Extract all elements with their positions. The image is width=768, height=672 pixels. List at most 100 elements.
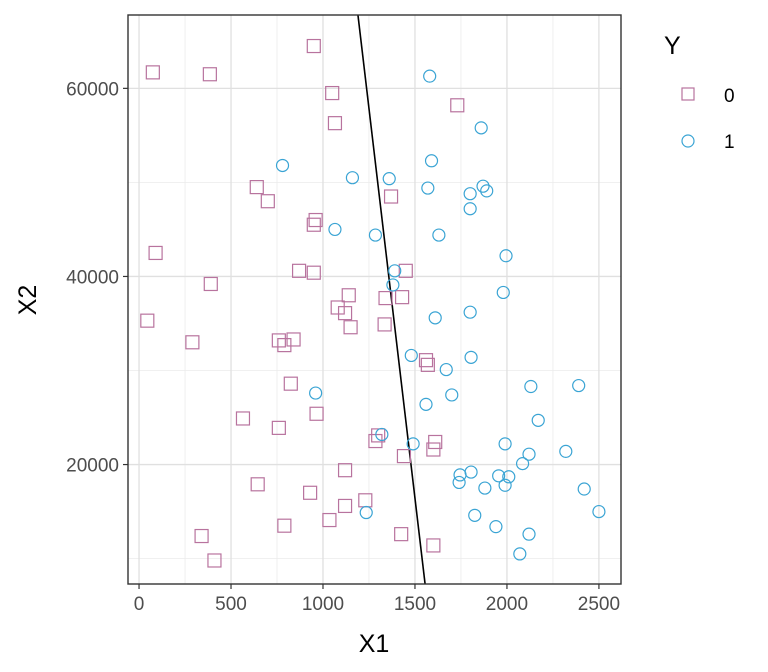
legend-entry-0: 0	[681, 86, 735, 107]
point-square	[383, 189, 399, 204]
x-tick-label: 0	[134, 594, 145, 615]
point-square	[185, 335, 200, 350]
legend-label-1: 1	[724, 132, 735, 153]
point-circle	[476, 179, 490, 193]
point-square	[394, 290, 410, 305]
point-square	[450, 98, 465, 113]
point-circle	[424, 154, 439, 168]
x-axis-title: X1	[359, 630, 390, 658]
point-circle	[452, 475, 466, 490]
point-circle	[499, 249, 513, 263]
point-square	[377, 317, 392, 332]
point-square	[426, 442, 441, 457]
point-circle	[328, 222, 342, 237]
point-circle	[432, 228, 446, 242]
point-square	[306, 38, 321, 54]
point-circle	[559, 444, 573, 458]
point-square	[277, 338, 292, 353]
legend: Y 0 1	[664, 32, 735, 153]
point-square	[420, 357, 435, 372]
point-square	[337, 463, 353, 478]
y-tick-label: 60000	[66, 79, 119, 100]
grid	[128, 15, 621, 584]
point-square	[398, 263, 413, 278]
point-square	[306, 265, 321, 280]
point-circle	[524, 379, 538, 394]
legend-key-circle	[681, 134, 695, 148]
point-circle	[421, 181, 435, 195]
point-circle	[445, 388, 459, 402]
point-square	[291, 263, 307, 278]
x-tick-label: 1500	[394, 594, 436, 615]
point-circle	[368, 228, 383, 242]
point-circle	[388, 264, 402, 278]
x-tick-label: 2500	[578, 594, 620, 615]
point-circle	[489, 520, 503, 534]
point-square	[371, 428, 386, 443]
point-square	[271, 420, 286, 435]
y-tick-label: 20000	[66, 456, 119, 477]
point-circle	[515, 457, 530, 471]
point-square	[202, 67, 217, 82]
point-circle	[498, 478, 512, 492]
point-circle	[513, 547, 527, 561]
point-circle	[522, 447, 536, 461]
point-circle	[522, 527, 536, 541]
point-circle	[439, 362, 453, 377]
point-square	[271, 333, 286, 348]
point-square	[396, 448, 412, 464]
point-circle	[386, 278, 400, 292]
point-square	[358, 493, 373, 508]
point-square	[235, 411, 251, 426]
point-circle	[478, 481, 492, 495]
point-square	[306, 217, 321, 232]
point-circle	[464, 465, 478, 479]
point-circle	[502, 470, 516, 484]
point-square	[343, 320, 358, 335]
point-circle	[345, 171, 360, 185]
point-square	[368, 433, 383, 449]
point-circle	[463, 202, 477, 216]
point-square	[330, 300, 345, 315]
legend-key-square	[681, 87, 695, 101]
point-square	[260, 194, 275, 209]
point-circle	[419, 397, 433, 411]
point-circle	[463, 187, 477, 201]
legend-title: Y	[664, 32, 681, 60]
point-square	[337, 306, 353, 321]
point-circle	[496, 285, 510, 300]
point-circle	[309, 386, 323, 400]
point-square	[303, 485, 318, 500]
y-axis: 20000 40000 60000	[66, 79, 128, 477]
point-circle	[474, 121, 488, 135]
point-square	[308, 212, 323, 228]
point-square	[426, 538, 441, 553]
point-circle	[382, 172, 396, 186]
point-circle	[375, 427, 389, 442]
point-circle	[275, 158, 290, 173]
point-circle	[428, 311, 442, 325]
data-points	[140, 38, 606, 568]
panel-border	[127, 14, 622, 585]
legend-entry-1: 1	[681, 132, 735, 153]
point-circle	[531, 413, 545, 427]
point-square	[378, 290, 393, 306]
point-square	[194, 528, 209, 544]
point-square	[394, 527, 409, 542]
point-circle	[423, 69, 437, 83]
series-1	[275, 69, 606, 561]
point-square	[322, 512, 337, 528]
point-square	[325, 85, 340, 101]
y-tick-label: 40000	[66, 267, 119, 288]
legend-label-0: 0	[724, 86, 735, 107]
point-square	[283, 376, 298, 391]
point-square	[309, 406, 324, 421]
point-square	[203, 276, 218, 292]
point-circle	[404, 348, 418, 363]
point-square	[207, 553, 222, 568]
point-circle	[492, 469, 506, 483]
point-square	[145, 65, 160, 80]
point-circle	[480, 184, 494, 198]
point-circle	[572, 378, 586, 393]
